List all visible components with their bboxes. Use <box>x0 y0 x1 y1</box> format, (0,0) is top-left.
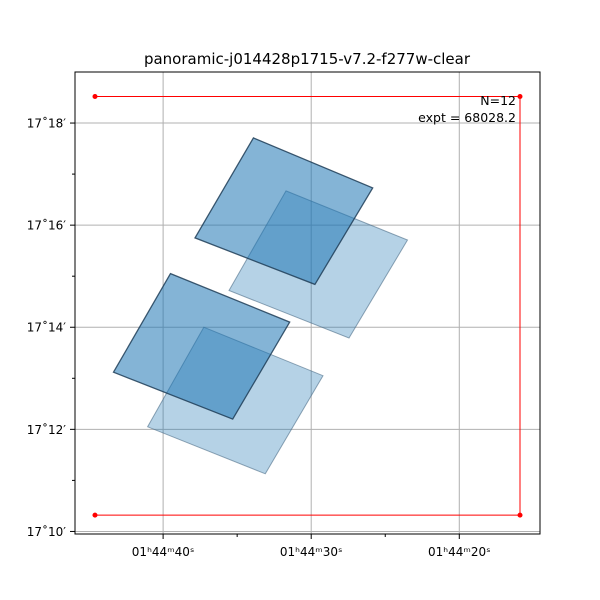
axes-frame <box>74 71 541 535</box>
chart-title: panoramic-j014428p1715-v7.2-f277w-clear <box>144 50 471 68</box>
footprint-upper-dark <box>194 137 374 286</box>
y-tick-label: 17˚18′ <box>27 116 67 131</box>
bounding-box-corner <box>517 512 523 518</box>
y-tick-label: 17˚10′ <box>27 524 67 539</box>
y-tick-label: 17˚14′ <box>27 320 67 335</box>
bounding-box-corner <box>517 94 523 100</box>
x-tick-label: 01ʰ44ᵐ40ˢ <box>132 545 195 559</box>
annotation-exposure: expt = 68028.2 <box>418 110 516 125</box>
y-tick-label: 17˚12′ <box>27 422 67 437</box>
bounding-box <box>92 94 523 518</box>
bounding-box-corner <box>92 94 98 100</box>
annotation-count: N=12 <box>480 93 516 108</box>
bounding-box-corner <box>92 512 98 518</box>
y-tick-label: 17˚16′ <box>27 218 67 233</box>
bounding-box-outline <box>95 96 521 516</box>
footprint-lower-dark <box>112 272 291 420</box>
grid <box>75 72 540 534</box>
axis-ticks: 01ʰ44ᵐ40ˢ 01ʰ44ᵐ30ˢ 01ʰ44ᵐ20ˢ 17˚10′ 17˚12′ 1… <box>27 116 491 559</box>
x-tick-label: 01ʰ44ᵐ30ˢ <box>280 545 343 559</box>
x-tick-label: 01ʰ44ᵐ20ˢ <box>428 545 491 559</box>
footprint-polygons <box>112 137 409 475</box>
